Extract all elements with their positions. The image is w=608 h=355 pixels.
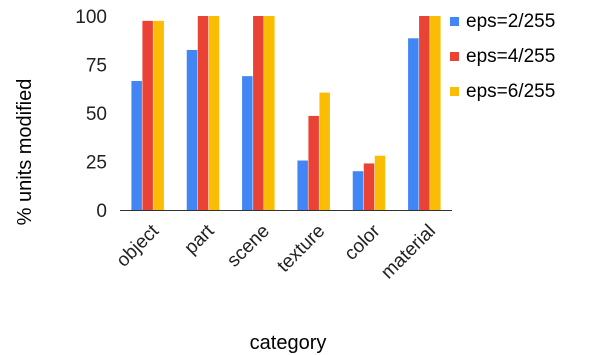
bars: [131, 16, 441, 211]
legend: eps=2/255 eps=4/255 eps=6/255: [450, 4, 555, 109]
bar-color-eps=2/255: [352, 171, 364, 210]
bar-object-eps=2/255: [131, 80, 142, 211]
bar-material-eps=4/255: [419, 16, 430, 210]
bar-part-eps=4/255: [197, 16, 209, 210]
x-tick-label-scene: scene: [223, 221, 274, 272]
bar-material-eps=6/255: [430, 16, 441, 210]
y-tick-label: 0: [96, 201, 107, 222]
legend-item: eps=6/255: [450, 74, 555, 109]
legend-swatch: [450, 87, 459, 96]
bar-scene-eps=6/255: [264, 16, 275, 210]
bar-texture-eps=4/255: [308, 115, 319, 210]
y-tick-label: 75: [86, 56, 107, 77]
y-tick-label: 50: [86, 104, 107, 125]
bar-object-eps=6/255: [153, 20, 164, 210]
bar-texture-eps=6/255: [319, 92, 330, 210]
bar-object-eps=4/255: [142, 20, 153, 210]
legend-label: eps=2/255: [466, 10, 556, 32]
legend-item: eps=4/255: [450, 39, 555, 74]
bar-scene-eps=4/255: [253, 16, 264, 210]
bar-texture-eps=2/255: [297, 160, 308, 210]
bar-part-eps=2/255: [186, 49, 198, 211]
x-tick-label-texture: texture: [273, 221, 329, 277]
legend-label: eps=6/255: [466, 80, 556, 102]
x-tick-label-material: material: [377, 221, 440, 284]
legend-label: eps=4/255: [466, 45, 556, 67]
y-tick-label: 25: [86, 153, 107, 174]
bar-color-eps=6/255: [374, 155, 386, 210]
bar-part-eps=6/255: [208, 16, 220, 210]
legend-swatch: [450, 52, 459, 61]
bar-material-eps=2/255: [408, 38, 419, 211]
x-tick-label-part: part: [181, 220, 220, 259]
x-tick-label-object: object: [113, 220, 164, 271]
legend-swatch: [450, 17, 459, 26]
bar-color-eps=4/255: [363, 163, 375, 210]
y-axis-title: % units modified: [14, 79, 36, 226]
x-tick-label-color: color: [341, 220, 385, 264]
bar-scene-eps=2/255: [242, 76, 253, 210]
y-tick-label: 100: [75, 7, 107, 28]
y-axis-ticks: 0 25 50 75 100: [75, 7, 107, 222]
x-axis-title: category: [250, 332, 327, 354]
legend-item: eps=2/255: [450, 4, 555, 39]
